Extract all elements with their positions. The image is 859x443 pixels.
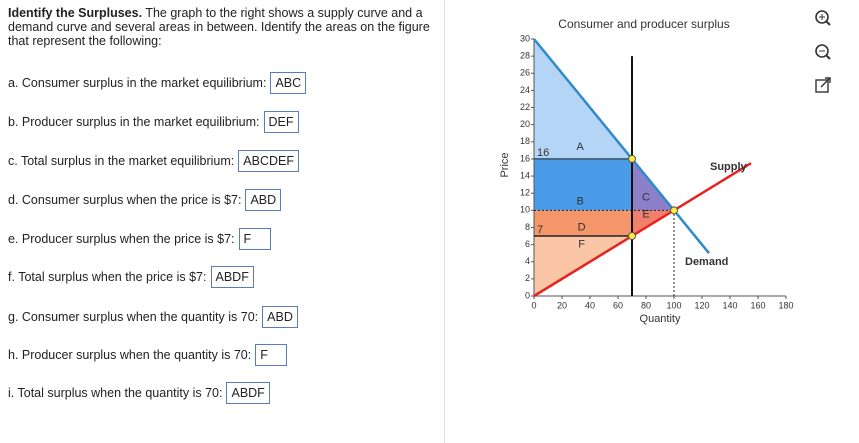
question-label: c. Total surplus in the market equilibri…: [8, 154, 235, 168]
answer-box[interactable]: ABDF: [226, 382, 270, 404]
region-label: A: [577, 141, 585, 153]
region-label: F: [578, 239, 585, 251]
y-tick-label: 10: [520, 205, 530, 215]
divider: [444, 0, 445, 443]
answer-box[interactable]: F: [255, 344, 288, 366]
x-tick-label: 140: [722, 300, 737, 310]
answer-box[interactable]: ABDF: [210, 266, 254, 288]
region-label: C: [642, 191, 650, 203]
question-label: f. Total surplus when the price is $7:: [8, 270, 207, 284]
answer-box[interactable]: ABD: [262, 306, 298, 328]
y-tick-label: 16: [520, 153, 530, 163]
question-label: b. Producer surplus in the market equili…: [8, 115, 260, 129]
y-tick-label: 30: [520, 33, 530, 43]
x-tick-label: 180: [778, 300, 793, 310]
demand-curve: [533, 38, 710, 254]
y-tick-label: 22: [520, 102, 530, 112]
y-tick-label: 8: [525, 222, 530, 232]
y-tick-label: 14: [520, 170, 530, 180]
point: [628, 154, 636, 163]
zoom-out-icon[interactable]: [815, 44, 831, 60]
question-panel: Identify the Surpluses. The graph to the…: [8, 6, 438, 404]
x-axis-label: Quantity: [640, 313, 681, 325]
x-tick-label: 160: [750, 300, 765, 310]
x-tick-label: 60: [613, 300, 623, 310]
answer-box[interactable]: ABCDEF: [238, 150, 299, 172]
supply-curve: [533, 162, 752, 298]
intro-title: Identify the Surpluses.: [8, 6, 143, 20]
region-label: B: [577, 196, 584, 208]
answer-box[interactable]: ABD: [245, 189, 282, 211]
y-tick-label: 26: [520, 68, 530, 78]
x-tick-label: 40: [585, 300, 595, 310]
y-tick-label: 28: [520, 51, 530, 61]
y-tick-label: 24: [520, 85, 530, 95]
supply-label: Supply: [710, 161, 748, 173]
question-label: d. Consumer surplus when the price is $7…: [8, 193, 242, 207]
answer-box[interactable]: DEF: [263, 111, 299, 133]
question: a. Consumer surplus in the market equili…: [8, 72, 307, 94]
region-b: [534, 158, 632, 211]
popout-icon[interactable]: [815, 77, 831, 93]
answer-box[interactable]: ABC: [270, 72, 307, 94]
answer-box[interactable]: F: [238, 228, 271, 250]
zoom-in-icon[interactable]: [815, 10, 831, 26]
question: f. Total surplus when the price is $7: AB…: [8, 266, 254, 288]
price-label: 16: [537, 147, 549, 159]
question-label: i. Total surplus when the quantity is 70…: [8, 386, 223, 400]
question: c. Total surplus in the market equilibri…: [8, 150, 299, 172]
region-d: [534, 210, 632, 237]
question: d. Consumer surplus when the price is $7…: [8, 189, 282, 211]
question-label: h. Producer surplus when the quantity is…: [8, 348, 252, 362]
y-tick-label: 4: [525, 256, 530, 266]
question-label: e. Producer surplus when the price is $7…: [8, 232, 235, 246]
question-label: g. Consumer surplus when the quantity is…: [8, 310, 259, 324]
demand-label: Demand: [685, 256, 728, 268]
y-tick-label: 6: [525, 239, 530, 249]
question: g. Consumer surplus when the quantity is…: [8, 306, 298, 328]
y-tick-label: 18: [520, 136, 530, 146]
question: i. Total surplus when the quantity is 70…: [8, 382, 270, 404]
point: [628, 232, 636, 241]
y-tick-label: 12: [520, 188, 530, 198]
question: h. Producer surplus when the quantity is…: [8, 344, 288, 366]
intro: Identify the Surpluses. The graph to the…: [8, 6, 438, 48]
x-tick-label: 0: [531, 300, 536, 310]
question-label: a. Consumer surplus in the market equili…: [8, 76, 267, 90]
price-label: 7: [537, 224, 543, 236]
x-tick-label: 100: [666, 300, 681, 310]
x-tick-label: 80: [641, 300, 651, 310]
y-axis-label: Price: [499, 152, 511, 177]
graph-title: Consumer and producer surplus: [558, 17, 729, 31]
x-tick-label: 120: [694, 300, 709, 310]
intro-text: The graph to the right shows a supply cu…: [8, 6, 430, 48]
question: e. Producer surplus when the price is $7…: [8, 228, 271, 250]
y-tick-label: 0: [525, 290, 530, 300]
y-tick-label: 20: [520, 119, 530, 129]
region-label: E: [642, 209, 649, 221]
point: [670, 206, 678, 215]
x-tick-label: 20: [557, 300, 567, 310]
region-label: D: [578, 221, 586, 233]
y-tick-label: 2: [525, 273, 530, 283]
question: b. Producer surplus in the market equili…: [8, 111, 299, 133]
